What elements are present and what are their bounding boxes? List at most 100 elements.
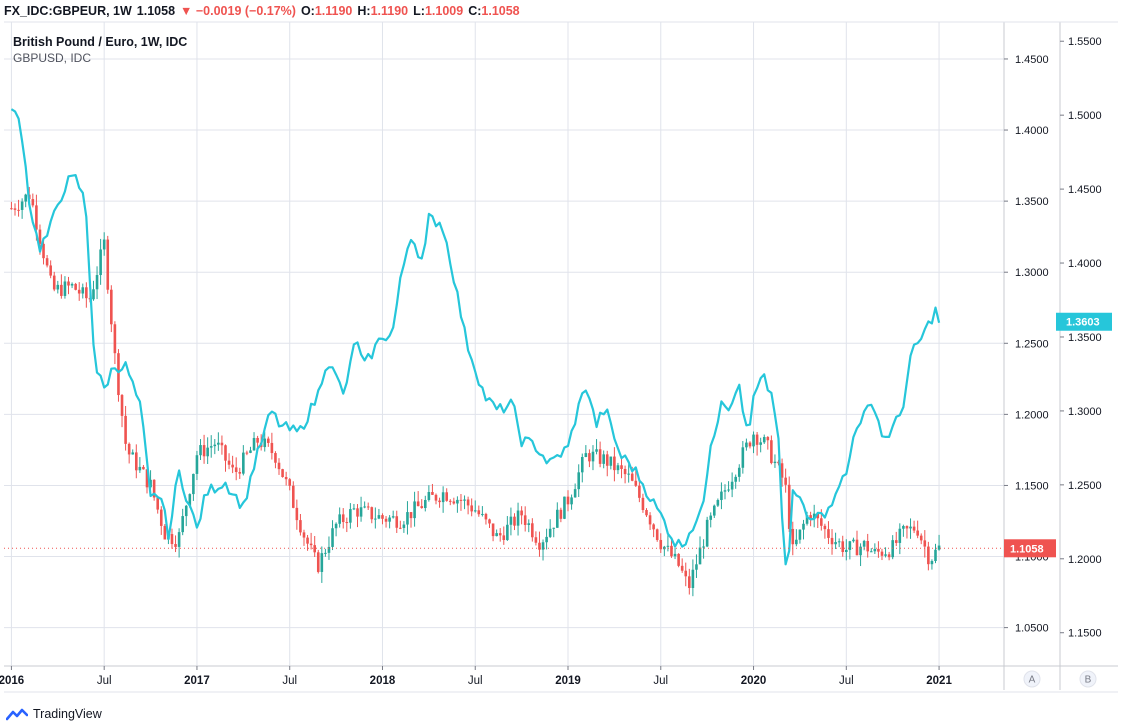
candle-body [420,506,424,509]
candle-body [120,395,124,416]
candle-body [523,515,527,525]
candle-body [195,455,199,474]
candle-body [791,528,795,545]
gbpusd-line [10,108,941,566]
left-price-axis[interactable]: 1.4500 1.4000 1.3500 1.3000 1.2500 1.2000 1.15… [4,54,1056,635]
candle-body [45,258,49,266]
candle-body [566,496,570,505]
candle-body [349,509,352,523]
candle-body [830,537,834,545]
candle-body [145,469,149,488]
candle-body [202,445,206,457]
candle-body [884,554,887,556]
candle-body [845,549,848,553]
candle-body [595,449,598,452]
candle-body [423,499,427,509]
candle-body [70,283,74,286]
candle-body [142,466,145,470]
candle-body [909,526,912,529]
candle-body [316,552,320,572]
symbol-name[interactable]: FX_IDC:GBPEUR, 1W [4,4,132,18]
candle-body [837,541,841,543]
last-price: 1.1058 [136,4,176,18]
candle-body [513,516,516,526]
candle-body [862,540,866,547]
candle-body [809,515,812,519]
candle-body [306,537,309,544]
candle-body [463,499,466,501]
candle-body [95,275,99,290]
candle-body [431,492,434,495]
candle-body [206,447,209,457]
candle-body [880,551,884,556]
candle-body [295,507,299,521]
axis-button-b[interactable] [1079,670,1097,688]
candle-body [873,548,877,552]
candle-body [816,513,820,519]
candle-body [484,513,488,520]
right-axis-label: 1.1500 [1068,628,1102,640]
candle-body [670,545,673,557]
time-axis-label: Jul [653,675,668,687]
candle-body [227,460,231,465]
candle-body [481,513,484,515]
candle-body [802,523,805,530]
candle-body [131,452,135,455]
candle-body [695,564,698,570]
candle-body [812,513,816,519]
candle-body [495,533,498,537]
candle-body [92,289,95,300]
candle-body [56,284,60,290]
candle-body [502,535,506,541]
chart-title: British Pound / Euro, 1W, IDC [13,35,187,49]
candle-body [770,440,773,464]
candle-body [156,497,160,510]
candle-body [609,456,613,466]
candle-body [580,457,584,473]
candle-body [67,281,70,286]
axis-button-a[interactable] [1023,670,1041,688]
candle-body [780,463,784,478]
candle-body [745,442,748,448]
right-axis-label: 1.3500 [1068,332,1102,344]
candle-body [395,516,399,528]
candle-body [170,534,174,545]
candle-body [887,554,891,558]
candle-body [288,479,292,486]
grid [4,22,1004,666]
left-axis-label: 1.0500 [1015,623,1049,635]
candle-body [24,194,27,202]
candle-body [616,465,620,471]
candle-body [177,532,181,547]
candle-body [113,324,117,354]
candle-body [10,208,13,210]
candle-body [445,492,449,501]
candle-body [598,449,602,464]
right-axis-label: 1.2000 [1068,554,1102,566]
candle-body [99,249,102,276]
time-axis-label: 2018 [370,675,396,687]
candle-body [848,541,852,550]
tradingview-brand[interactable]: TradingView [33,707,102,721]
candle-body [74,283,77,290]
time-axis[interactable]: 2016 Jul 2017 Jul 2018 Jul 2019 Jul 2020 Jul 2021 A… [0,666,1097,688]
axis-button-a-label[interactable]: A [1029,675,1036,686]
candle-body [299,520,302,533]
candle-body [466,499,470,506]
candle-body [352,508,356,510]
price-change: ▼ −0.0019 (−0.17%) [180,4,296,18]
left-axis-label: 1.2000 [1015,409,1049,421]
candle-body [363,506,366,508]
candle-body [399,527,402,529]
candle-body [252,437,256,451]
candle-body [702,546,705,548]
axis-button-b-label[interactable]: B [1085,675,1092,686]
candle-body [741,447,745,468]
right-price-axis[interactable]: 1.5500 1.5000 1.4500 1.4000 1.3500 1.3000 1.25… [1056,36,1112,640]
candle-body [784,477,787,485]
candle-body [242,452,245,474]
left-axis-label: 1.4000 [1015,125,1049,137]
candle-body [730,481,734,490]
candle-body [388,517,391,522]
